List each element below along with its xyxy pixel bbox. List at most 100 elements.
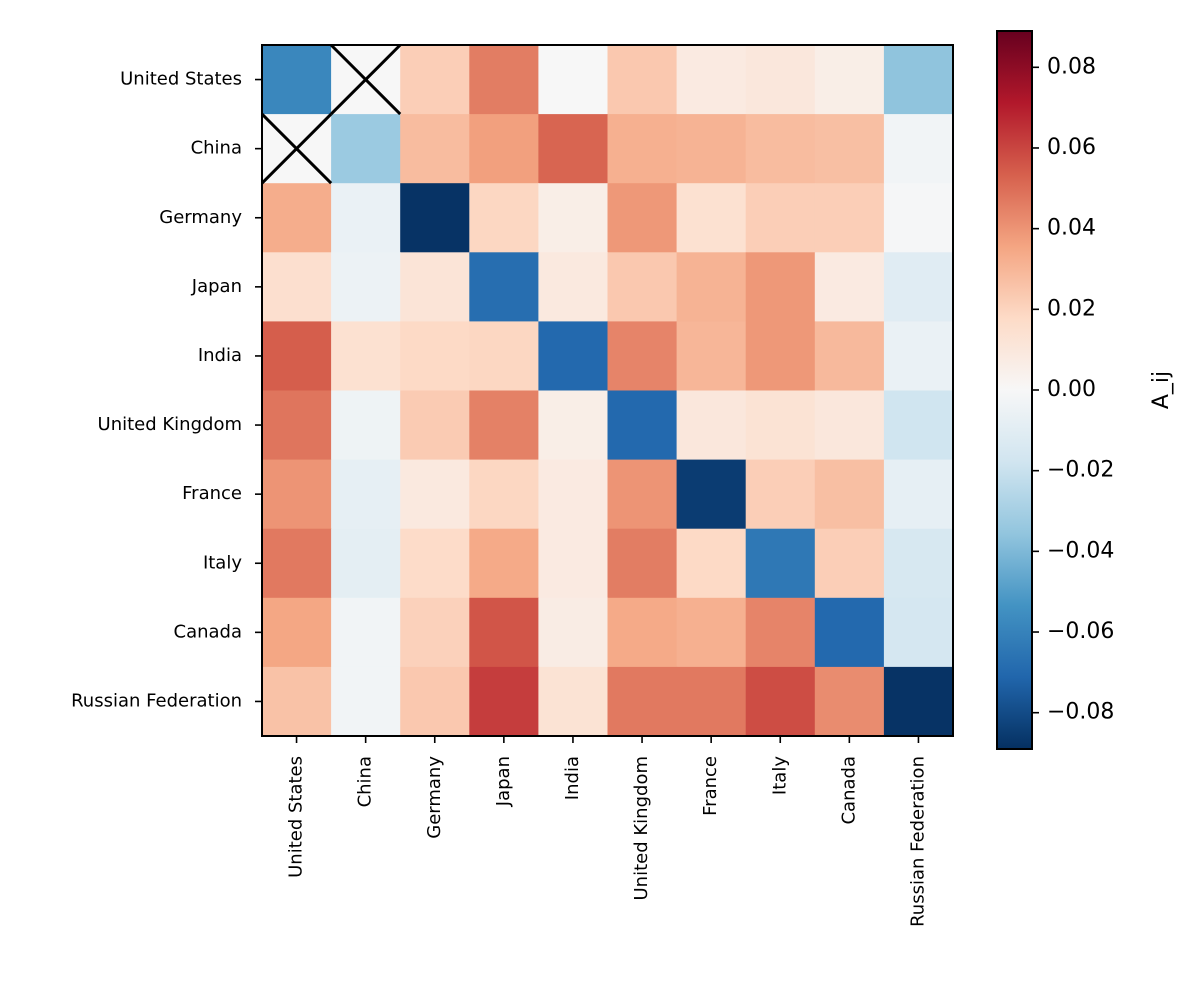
heatmap-cell: [676, 597, 747, 668]
heatmap-cell: [745, 114, 816, 184]
y-tick-label: Canada: [174, 621, 243, 642]
heatmap-cell: [745, 321, 816, 392]
heatmap-cell: [469, 45, 539, 115]
heatmap-cell: [469, 390, 539, 461]
heatmap-cell: [883, 597, 954, 668]
x-tick-label: India: [562, 756, 583, 800]
heatmap-cell: [469, 321, 539, 392]
y-tick-label: Russian Federation: [71, 690, 242, 711]
heatmap-cell: [814, 183, 885, 253]
heatmap-cell: [745, 45, 816, 115]
x-tick-label: Canada: [838, 756, 859, 825]
heatmap-cell: [400, 528, 470, 599]
heatmap-cell: [469, 252, 539, 322]
heatmap-cell: [469, 114, 539, 184]
heatmap-cell: [400, 114, 470, 184]
heatmap-cell: [883, 666, 954, 737]
heatmap-cell: [262, 528, 332, 599]
heatmap-cell: [607, 597, 678, 668]
heatmap-cell: [607, 45, 678, 115]
masked-cell-markers: [260, 43, 402, 185]
heatmap-cell: [676, 114, 747, 184]
heatmap-cell: [676, 666, 747, 737]
colorbar-tick-label: 0.00: [1047, 377, 1096, 402]
heatmap-cell: [883, 183, 954, 253]
heatmap-cell: [400, 390, 470, 461]
colorbar: −0.08 −0.06 −0.04 −0.02 0.00 0.02 0.04 0.06 0.08…: [996, 30, 1174, 750]
heatmap-cell: [262, 252, 332, 322]
heatmap-cell: [814, 390, 885, 461]
heatmap-cell: [607, 528, 678, 599]
heatmap-cell: [607, 252, 678, 322]
heatmap-cell: [400, 597, 470, 668]
y-axis-ticks: United States China Germany Japan India Unite…: [71, 69, 262, 711]
heatmap-cell: [400, 666, 470, 737]
x-tick-label: France: [700, 756, 721, 816]
heatmap-cell: [607, 459, 678, 530]
heatmap-cell: [883, 390, 954, 461]
heatmap-cell: [814, 252, 885, 322]
heatmap-cell: [262, 459, 332, 530]
colorbar-tick-label: −0.04: [1047, 538, 1114, 563]
y-tick-label: China: [191, 138, 242, 159]
y-tick-label: United States: [120, 69, 242, 90]
heatmap-cell: [262, 183, 332, 253]
x-tick-label: United Kingdom: [631, 756, 652, 900]
colorbar-tick-label: 0.02: [1047, 296, 1096, 321]
heatmap-cell: [745, 666, 816, 737]
heatmap-cell: [538, 321, 609, 392]
y-tick-label: Japan: [191, 276, 242, 297]
heatmap-cell: [676, 459, 747, 530]
heatmap-cell: [262, 45, 332, 115]
heatmap-cell: [400, 459, 470, 530]
heatmap-cell: [745, 528, 816, 599]
heatmap-cell: [814, 459, 885, 530]
colorbar-ticks: −0.08 −0.06 −0.04 −0.02 0.00 0.02 0.04 0.06 0.08: [1032, 54, 1114, 725]
heatmap-cell: [331, 459, 401, 530]
colorbar-tick-label: −0.06: [1047, 619, 1114, 644]
heatmap-cell: [469, 183, 539, 253]
heatmap-cell: [814, 321, 885, 392]
heatmap-cell: [538, 114, 609, 184]
y-tick-label: Italy: [203, 552, 242, 573]
heatmap-cell: [400, 321, 470, 392]
heatmap-cell: [814, 45, 885, 115]
heatmap-cell: [469, 528, 539, 599]
heatmap-cell: [814, 666, 885, 737]
heatmap-cell: [883, 252, 954, 322]
y-tick-label: France: [182, 483, 242, 504]
plot-frame: [261, 44, 954, 737]
heatmap-cell: [538, 45, 609, 115]
heatmap-cell: [331, 321, 401, 392]
heatmap-cell: [331, 114, 401, 184]
heatmap-cell: [400, 45, 470, 115]
heatmap-cell: [607, 666, 678, 737]
colorbar-tick-label: −0.02: [1047, 458, 1114, 483]
heatmap-cell: [331, 390, 401, 461]
y-tick-label: United Kingdom: [98, 414, 242, 435]
masked-cell-cross: [330, 43, 402, 116]
heatmap-cell: [331, 183, 401, 253]
heatmap-cell: [745, 459, 816, 530]
masked-cell-cross: [260, 113, 333, 185]
heatmap-cell: [607, 183, 678, 253]
x-axis-ticks: United States China Germany Japan India Unite…: [286, 736, 928, 927]
heatmap-cell: [400, 252, 470, 322]
heatmap-cell: [676, 45, 747, 115]
heatmap-cell: [538, 459, 609, 530]
heatmap-cell: [607, 390, 678, 461]
x-tick-label: Japan: [493, 756, 514, 807]
heatmap-cell: [607, 321, 678, 392]
heatmap-cell: [262, 390, 332, 461]
colorbar-tick-label: 0.04: [1047, 216, 1096, 241]
heatmap-cell: [676, 528, 747, 599]
heatmap-cell: [676, 390, 747, 461]
x-tick-label: United States: [286, 756, 307, 878]
colorbar-tick-label: 0.06: [1047, 135, 1096, 160]
heatmap-cell: [538, 252, 609, 322]
heatmap-cell: [745, 390, 816, 461]
heatmap-cell: [331, 252, 401, 322]
heatmap-cell: [469, 597, 539, 668]
x-tick-label: China: [355, 756, 376, 807]
